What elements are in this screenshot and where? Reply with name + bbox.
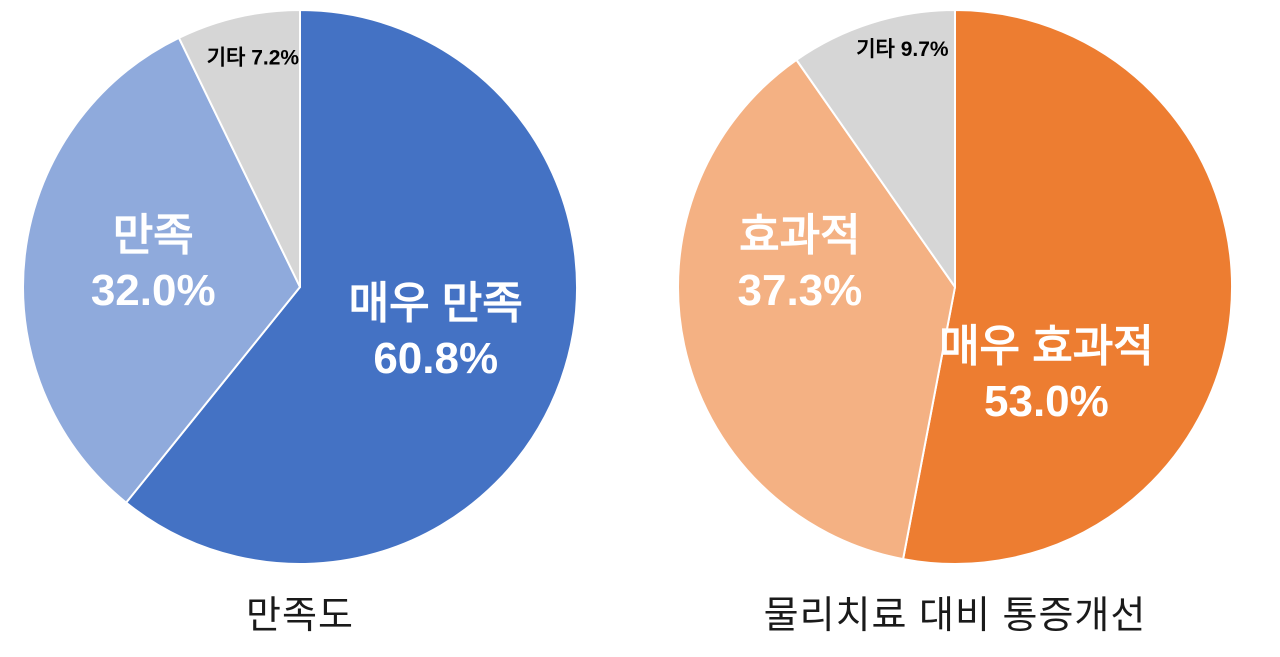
pie-slice-0-1 [22,36,301,504]
slice-label-0-1: 만족 32.0% [91,211,216,315]
slice-label-0-2: 기타 7.2% [207,46,300,69]
slice-label-1-2: 기타 9.7% [856,38,949,61]
pie-slice-0-0 [125,9,578,565]
pie-slice-1-2 [795,9,956,288]
chart-title-satisfaction: 만족도 [246,595,354,637]
pie-slice-1-1 [677,58,956,561]
chart-title-pain-improvement: 물리치료 대비 통증개선 [763,595,1147,637]
pie-chart-satisfaction-svg: 매우 만족 60.8% 만족 32.0% 기타 7.2% [22,9,578,565]
slice-label-1-0: 매우 효과적 53.0% [939,322,1154,426]
slice-label-1-1: 효과적 37.3% [738,211,863,315]
pie-chart-satisfaction: 매우 만족 60.8% 만족 32.0% 기타 7.2% 만족도 [0,0,600,650]
pie-chart-pain-improvement: 매우 효과적 53.0% 효과적 37.3% 기타 9.7% 물리치료 대비 통증개선 [655,0,1255,650]
pie-slice-1-0 [902,9,1233,565]
pie-slice-0-2 [177,9,301,288]
slice-label-0-0: 매우 만족 60.8% [349,279,523,383]
pie-chart-pain-improvement-svg: 매우 효과적 53.0% 효과적 37.3% 기타 9.7% [677,9,1233,565]
